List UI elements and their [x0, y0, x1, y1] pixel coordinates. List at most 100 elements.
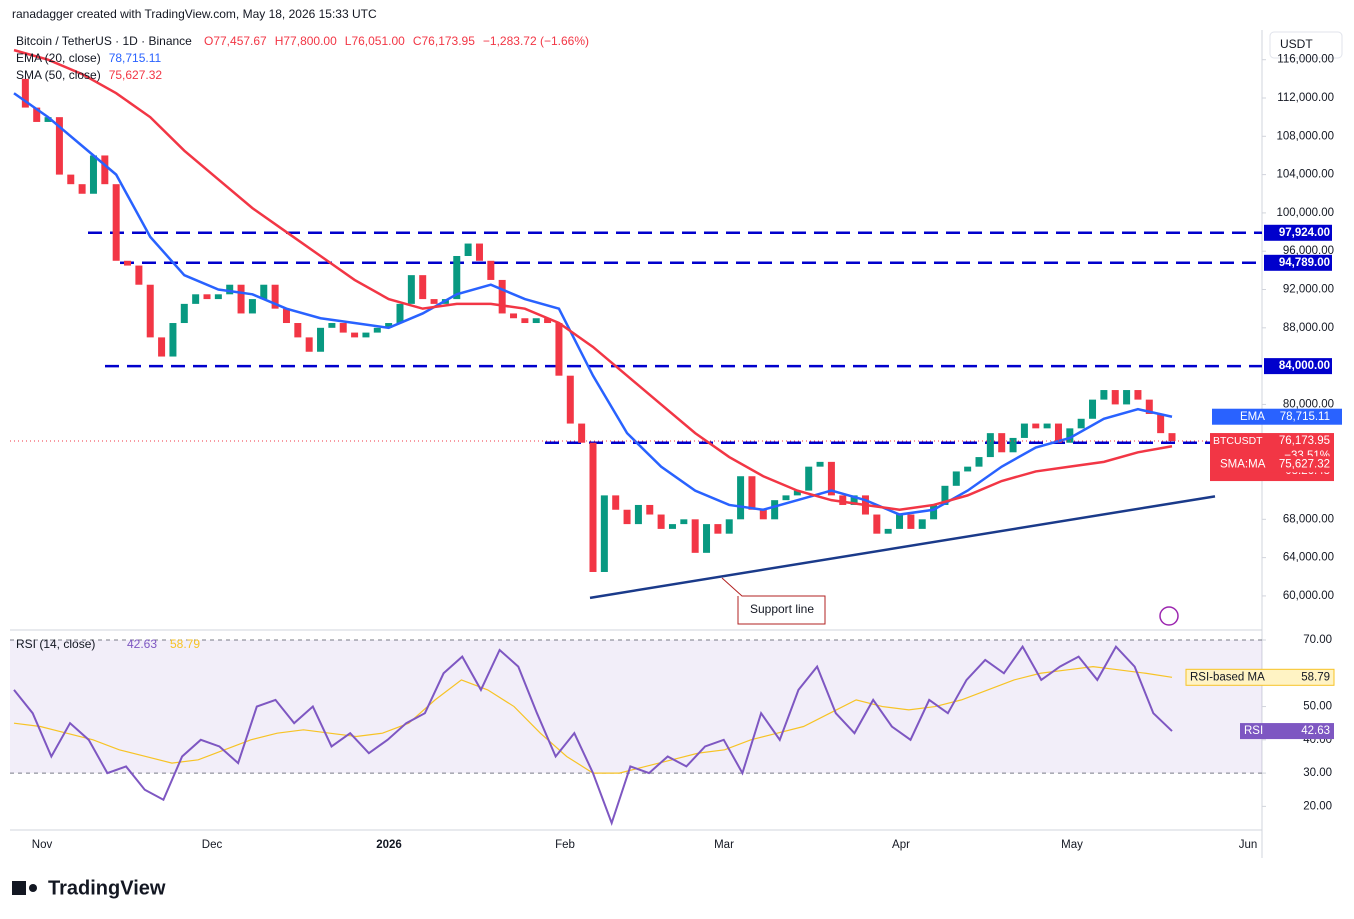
candle	[180, 303, 188, 324]
candle	[169, 323, 177, 357]
candle	[419, 275, 427, 300]
candle	[1066, 428, 1074, 443]
rsi-ma-value: 58.79	[1301, 671, 1330, 683]
candle	[475, 243, 483, 261]
candle	[203, 294, 211, 300]
rsi-band	[10, 639, 1262, 774]
candle	[896, 514, 904, 529]
y-tick-label: 88,000.00	[1283, 322, 1334, 334]
candle	[1145, 399, 1153, 414]
price-tag	[1216, 456, 1334, 473]
candle	[44, 117, 52, 122]
candle	[158, 337, 166, 357]
candle	[339, 323, 347, 333]
candle	[566, 375, 574, 424]
candle	[986, 433, 994, 458]
candle	[646, 504, 654, 515]
alert-icon[interactable]	[1159, 606, 1179, 626]
candle	[248, 299, 256, 314]
candle	[941, 485, 949, 505]
rsi-tick-label: 30.00	[1303, 767, 1332, 779]
level-label: 84,000.00	[1279, 360, 1330, 372]
candle	[1111, 390, 1119, 405]
rsi-name: RSI	[1244, 725, 1263, 737]
y-tick-label: 80,000.00	[1283, 398, 1334, 410]
ema-value: 78,715.11	[1280, 411, 1330, 423]
candle	[873, 514, 881, 534]
rsi-ma-tag	[1185, 668, 1335, 686]
candle	[294, 323, 302, 338]
candle	[430, 299, 438, 304]
currency[interactable]: USDT	[1280, 37, 1313, 51]
ohlc: H77,800.00	[275, 34, 337, 48]
candle	[21, 78, 29, 108]
ema-name: EMA	[1240, 411, 1265, 423]
candle	[634, 504, 642, 525]
candle	[146, 284, 154, 338]
candle	[657, 514, 665, 529]
level-label-bg	[1264, 358, 1332, 375]
ohlc: −1,283.72 (−1.66%)	[483, 34, 589, 48]
x-tick-label: Nov	[32, 839, 53, 851]
candle	[317, 327, 325, 352]
x-tick-label: Jun	[1239, 839, 1258, 851]
rsi-tag	[1240, 723, 1334, 740]
candle	[805, 466, 813, 491]
y-tick-label: 108,000.00	[1276, 130, 1334, 142]
candle	[532, 318, 540, 324]
y-tick-label: 68,000.00	[1283, 513, 1334, 525]
last-price: 76,173.95	[1279, 435, 1330, 447]
candle	[578, 423, 586, 443]
rsi-value: 42.63	[1301, 725, 1330, 737]
x-tick-label: Mar	[714, 839, 734, 851]
candle	[612, 495, 620, 510]
level-label: 97,924.00	[1279, 227, 1330, 239]
chart-title: Bitcoin / TetherUS · 1D · Binance	[16, 34, 192, 48]
candle	[680, 519, 688, 525]
candle	[918, 519, 926, 529]
candle	[521, 318, 529, 324]
candle	[192, 294, 200, 304]
candle	[600, 495, 608, 572]
x-tick-label: Feb	[555, 839, 575, 851]
candle	[1020, 423, 1028, 438]
rsi-title: RSI (14, close)	[16, 637, 95, 651]
x-tick-label: May	[1061, 839, 1083, 851]
candle	[1077, 418, 1085, 429]
candle	[884, 528, 892, 534]
legend-value: 75,627.32	[109, 68, 163, 82]
candle	[1157, 413, 1165, 434]
y-tick-label: 116,000.00	[1277, 54, 1334, 66]
ohlc: C76,173.95	[413, 34, 475, 48]
candle	[1032, 423, 1040, 429]
candle	[362, 332, 370, 338]
candle	[1009, 437, 1017, 453]
legend-name: EMA (20, close)	[16, 51, 101, 65]
y-tick-label: 64,000.00	[1283, 552, 1334, 564]
level-label-bg	[1264, 224, 1332, 241]
candle	[487, 260, 495, 280]
rsi-tick-label: 70.00	[1303, 634, 1332, 646]
x-tick-label: Dec	[202, 839, 223, 851]
logo	[12, 881, 37, 895]
level-label: 94,789.00	[1279, 257, 1330, 269]
legend-name: SMA (50, close)	[16, 68, 101, 82]
candle	[67, 174, 75, 185]
currency-button[interactable]	[1269, 31, 1343, 59]
annotation-callout	[721, 577, 826, 625]
ohlc: L76,051.00	[345, 34, 405, 48]
candle	[827, 461, 835, 496]
candle	[1043, 423, 1051, 429]
candle	[101, 155, 109, 185]
candle	[589, 442, 597, 572]
candle	[930, 504, 938, 520]
candle	[782, 495, 790, 501]
level-label-bg	[1264, 254, 1332, 271]
rsi-ma-name: RSI-based MA	[1190, 671, 1265, 683]
candle	[748, 476, 756, 510]
ohlc: O77,457.67	[204, 34, 267, 48]
candle	[952, 471, 960, 486]
candle	[453, 255, 461, 300]
y-tick-label: 104,000.00	[1276, 169, 1334, 181]
